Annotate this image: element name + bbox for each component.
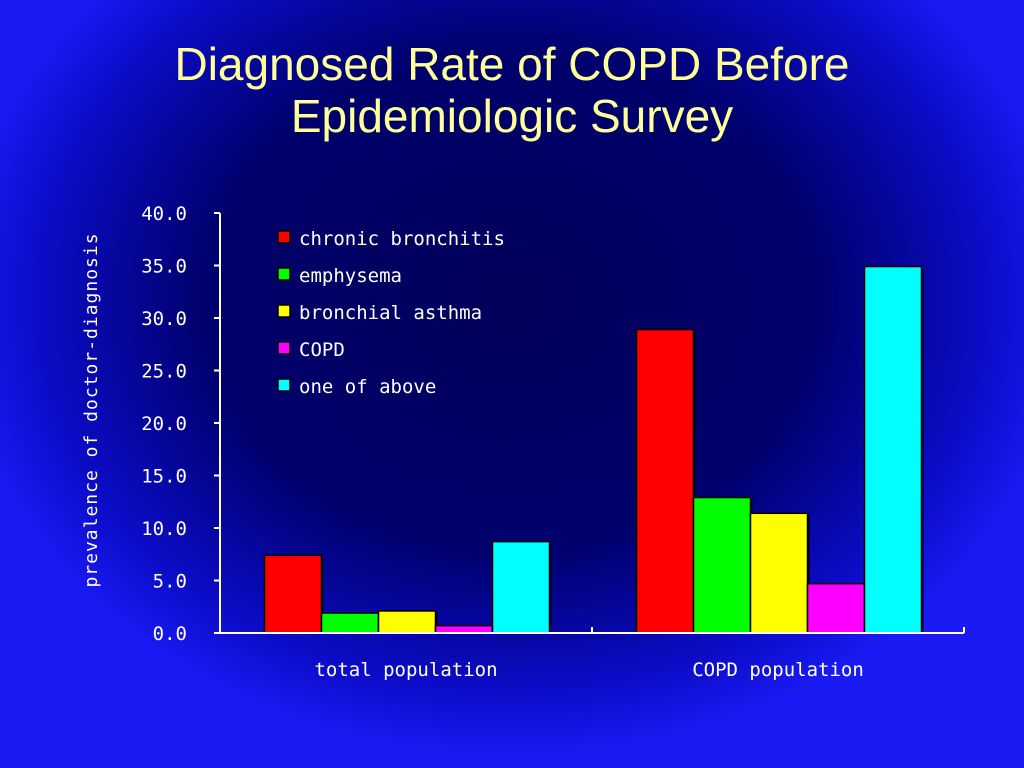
y-tick-label: 10.0 [141,518,187,540]
bar [377,610,437,634]
y-tick-label: 35.0 [141,256,187,278]
legend-swatch [277,378,291,392]
x-category-label: total population [314,659,497,681]
legend-label: one of above [299,376,436,398]
y-tick-label: 0.0 [153,623,187,645]
y-tick-label: 40.0 [141,203,187,225]
title-line-1: Diagnosed Rate of COPD Before [174,38,850,90]
y-tick-label: 30.0 [141,308,187,330]
bar [263,554,323,634]
legend-swatch [277,230,291,244]
bar [749,512,809,634]
legend-label: chronic bronchitis [299,228,505,250]
axes-group: 0.0 5.0 10.0 15.0 20.0 25.0 30.0 35.0 40.0 total … [141,203,965,681]
slide-title: Diagnosed Rate of COPD Before Epidemiolo… [40,38,984,142]
bar [434,624,494,634]
bar [491,540,551,634]
bar [806,582,866,634]
legend-label: bronchial asthma [299,302,482,324]
title-line-2: Epidemiologic Survey [290,90,734,142]
y-tick-label: 15.0 [141,466,187,488]
x-category-label: COPD population [692,659,864,681]
legend: chronic bronchitis emphysema bronchial ast… [277,228,505,398]
bar [635,328,695,634]
legend-label: COPD [299,339,345,361]
y-tick-label: 25.0 [141,361,187,383]
legend-swatch [277,341,291,355]
y-axis-label: prevalence of doctor-diagnosis [81,232,102,587]
bars-group [263,265,924,634]
legend-label: emphysema [299,265,402,287]
y-tick-label: 20.0 [141,413,187,435]
legend-swatch [277,304,291,318]
legend-swatch [277,267,291,281]
bar [863,265,923,634]
bar [692,496,752,634]
y-tick-label: 5.0 [153,571,187,593]
bar [320,612,380,634]
